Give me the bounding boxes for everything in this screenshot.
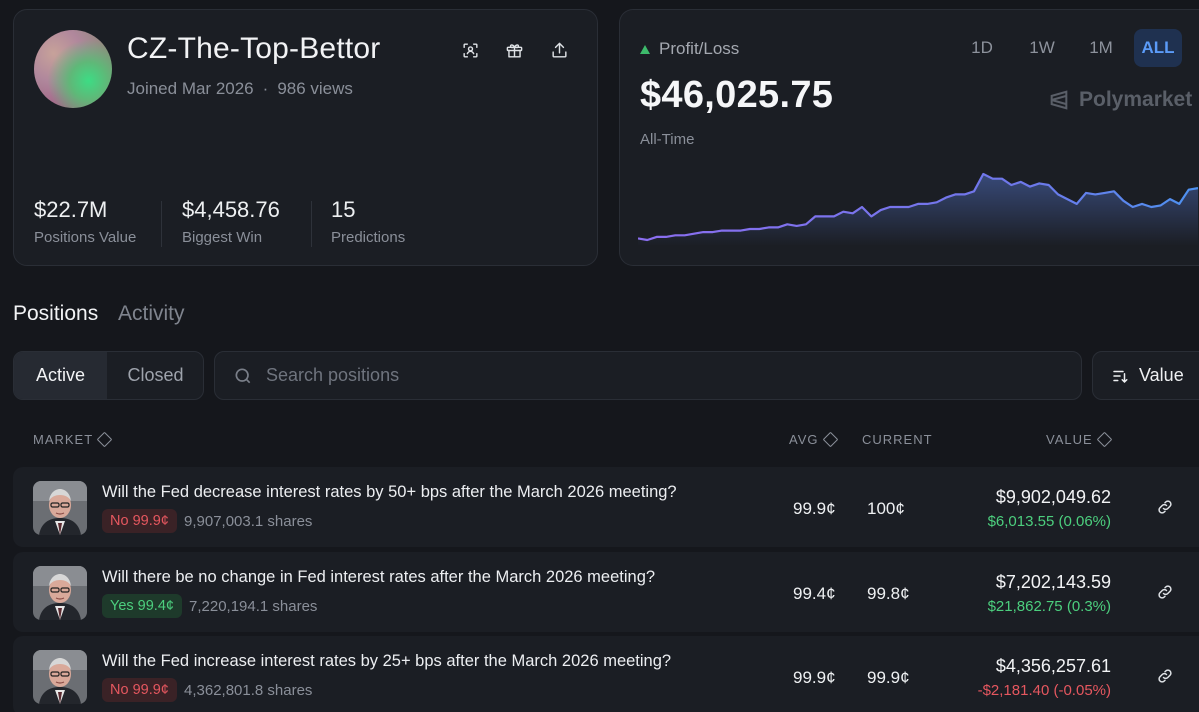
header-market-label: MARKET [33,432,94,447]
pnl-label: Profit/Loss [640,39,739,59]
current-price: 99.9¢ [867,668,910,687]
range-1m-button[interactable]: 1M [1089,38,1113,57]
tab-activity[interactable]: Activity [118,302,185,325]
header-avg-label: AVG [789,432,819,447]
sort-diamond-icon [1096,431,1112,448]
sort-diamond-icon [96,431,113,448]
position-value: $9,902,049.62 [995,487,1111,507]
market-question[interactable]: Will the Fed decrease interest rates by … [102,483,677,501]
range-1d-button[interactable]: 1D [971,38,993,57]
avg-price: 99.9¢ [793,668,836,687]
polymarket-icon [1050,90,1068,110]
range-1w-button[interactable]: 1W [1029,38,1055,57]
share-count: 7,220,194.1 shares [189,598,318,615]
brand-name: Polymarket [1079,88,1193,111]
meta-separator: · [262,79,269,98]
scan-button[interactable] [459,39,481,61]
stat-label: Predictions [331,229,406,246]
header-value[interactable]: VALUE [1046,431,1112,448]
search-icon [235,368,251,383]
stat-value: $22.7M [34,197,108,222]
stat-positions-value: $22.7M Positions Value [34,197,136,246]
sort-diamond-icon [822,431,838,448]
share-link-button[interactable] [1156,498,1174,516]
sort-icon [1113,370,1128,383]
header-current: CURRENT [862,432,933,447]
pnl-area [638,174,1198,246]
pnl-period: All-Time [640,131,695,148]
table-row[interactable]: Will there be no change in Fed interest … [13,552,1199,632]
gift-button[interactable] [503,39,525,61]
pnl-line [638,172,1198,242]
fed-chair-portrait-icon [33,481,87,535]
scan-icon [462,42,478,58]
header-current-label: CURRENT [862,432,933,447]
username: CZ-The-Top-Bettor [127,32,381,65]
stat-label: Positions Value [34,229,137,246]
fed-chair-portrait-icon [33,650,87,704]
joined-date: Joined Mar 2026 [127,79,254,98]
triangle-up-icon [640,44,650,54]
header-value-label: VALUE [1046,432,1093,447]
gift-icon [506,43,522,58]
sort-label: Value [1139,365,1184,385]
sort-button[interactable]: Value [1092,351,1199,400]
table-row[interactable]: Will the Fed increase interest rates by … [13,636,1199,712]
link-icon [1158,500,1172,514]
current-price: 100¢ [867,499,905,518]
stat-biggest-win: $4,458.76 Biggest Win [182,197,280,246]
current-price: 99.8¢ [867,584,910,603]
pnl-chart [638,172,1198,246]
share-count: 4,362,801.8 shares [184,682,313,699]
market-thumbnail [33,566,87,620]
stat-value: 15 [331,197,356,222]
polymarket-logo: Polymarket [1048,88,1192,112]
stat-divider [161,201,162,247]
market-thumbnail [33,650,87,704]
position-value: $7,202,143.59 [995,572,1111,592]
market-thumbnail [33,481,87,535]
view-count: 986 views [277,79,353,98]
profit-loss-card: Profit/Loss $46,025.75 All-Time 1D 1W 1M… [619,9,1199,266]
avatar[interactable] [34,30,112,108]
pnl-label-text: Profit/Loss [659,39,740,58]
table-row[interactable]: Will the Fed decrease interest rates by … [13,467,1199,547]
link-icon [1158,669,1172,683]
closed-filter-button[interactable]: Closed [127,365,184,385]
active-filter-button[interactable]: Active [14,352,107,399]
fed-chair-portrait-icon [33,566,87,620]
position-pnl: -$2,181.40 (-0.05%) [977,682,1111,699]
pnl-value: $46,025.75 [640,74,834,116]
share-icon [551,42,567,58]
outcome-badge: No 99.9¢ [102,509,177,533]
share-link-button[interactable] [1156,667,1174,685]
tab-positions[interactable]: Positions [13,302,99,325]
position-pnl: $21,862.75 (0.3%) [987,598,1111,615]
link-icon [1158,585,1172,599]
avg-price: 99.9¢ [793,499,836,518]
outcome-badge: No 99.9¢ [102,678,177,702]
stat-value: $4,458.76 [182,197,280,222]
outcome-badge: Yes 99.4¢ [102,594,182,618]
search-input[interactable] [266,365,1046,386]
position-value: $4,356,257.61 [995,656,1111,676]
profile-card: CZ-The-Top-Bettor Joined Mar 2026 · 986 vi… [13,9,598,266]
stat-label: Biggest Win [182,229,263,246]
stat-divider [311,201,312,247]
market-question[interactable]: Will there be no change in Fed interest … [102,568,656,586]
header-avg[interactable]: AVG [789,431,838,448]
share-count: 9,907,003.1 shares [184,513,313,530]
profile-meta: Joined Mar 2026 · 986 views [127,79,353,99]
status-toggle: Active Closed [13,351,204,400]
stat-predictions: 15 Predictions [331,197,405,246]
search-box [214,351,1082,400]
share-button[interactable] [548,39,570,61]
range-all-button[interactable]: ALL [1134,29,1182,67]
header-market[interactable]: MARKET [33,431,113,448]
avg-price: 99.4¢ [793,584,836,603]
position-pnl: $6,013.55 (0.06%) [987,513,1111,530]
market-question[interactable]: Will the Fed increase interest rates by … [102,652,672,670]
share-link-button[interactable] [1156,583,1174,601]
